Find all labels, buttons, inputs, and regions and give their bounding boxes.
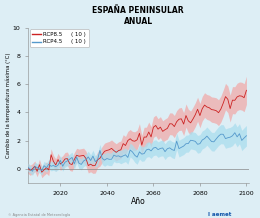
Text: © Agencia Estatal de Meteorología: © Agencia Estatal de Meteorología — [8, 213, 70, 217]
Legend: RCP8.5     ( 10 ), RCP4.5     ( 10 ): RCP8.5 ( 10 ), RCP4.5 ( 10 ) — [29, 29, 89, 47]
Text: Ⅰ aemet: Ⅰ aemet — [208, 212, 231, 217]
X-axis label: Año: Año — [131, 197, 146, 206]
Y-axis label: Cambio de la temperatura máxima (°C): Cambio de la temperatura máxima (°C) — [5, 53, 11, 158]
Title: ESPAÑA PENINSULAR
ANUAL: ESPAÑA PENINSULAR ANUAL — [93, 5, 184, 26]
